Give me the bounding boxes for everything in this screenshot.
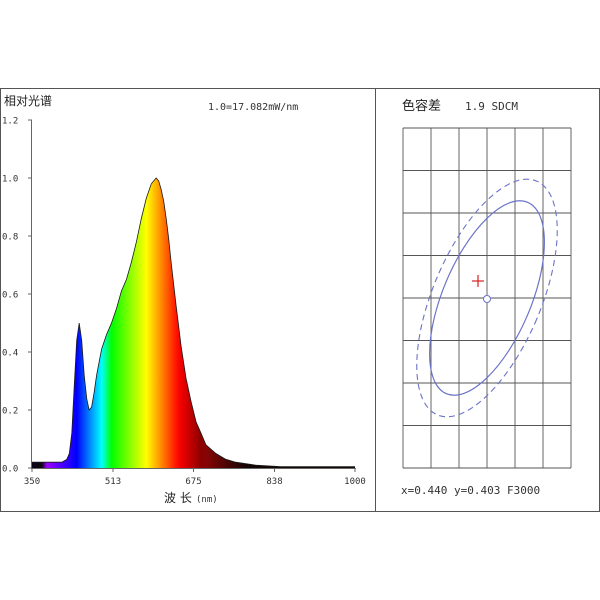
measured-point — [483, 295, 491, 303]
x-tick-label: 675 — [185, 477, 201, 487]
x-tick-label: 1000 — [344, 477, 366, 487]
x-axis-unit: (nm) — [196, 495, 218, 505]
x-tick-label: 838 — [266, 477, 282, 487]
tolerance-title: 色容差 — [402, 98, 441, 114]
y-tick-label: 0.8 — [2, 233, 18, 243]
spectrum-fill — [32, 178, 355, 468]
y-tick-label: 0.2 — [2, 407, 18, 417]
tolerance-panel: 色容差 1.9 SDCM x=0.440 y=0.403 F3000 — [401, 98, 572, 497]
spectrum-panel: 相对光谱 1.0=17.082mW/nm 0.0 0.2 0.4 0.6 0.8 1.0 1… — [2, 94, 366, 505]
inner-tolerance-ellipse — [429, 200, 545, 396]
x-axis-ticks: 350 513 675 838 1000 — [24, 468, 366, 487]
outer-tolerance-ellipse — [416, 178, 558, 418]
x-tick-label: 350 — [24, 477, 40, 487]
y-tick-label: 1.0 — [2, 175, 18, 185]
y-tick-label: 0.0 — [2, 465, 18, 475]
target-cross-marker — [472, 275, 484, 287]
sdcm-value: 1.9 SDCM — [465, 100, 518, 113]
spectrum-curve — [32, 177, 355, 467]
spectrum-title: 相对光谱 — [4, 94, 52, 108]
x-axis-label: 波 长 — [164, 491, 192, 505]
x-tick-label: 513 — [105, 477, 121, 487]
chromaticity-readout: x=0.440 y=0.403 F3000 — [401, 484, 540, 497]
y-tick-label: 0.6 — [2, 291, 18, 301]
spectrum-normalization: 1.0=17.082mW/nm — [208, 102, 298, 113]
y-tick-label: 0.4 — [2, 349, 18, 359]
y-tick-label: 1.2 — [2, 117, 18, 127]
y-axis-ticks: 0.0 0.2 0.4 0.6 0.8 1.0 1.2 — [2, 117, 32, 475]
